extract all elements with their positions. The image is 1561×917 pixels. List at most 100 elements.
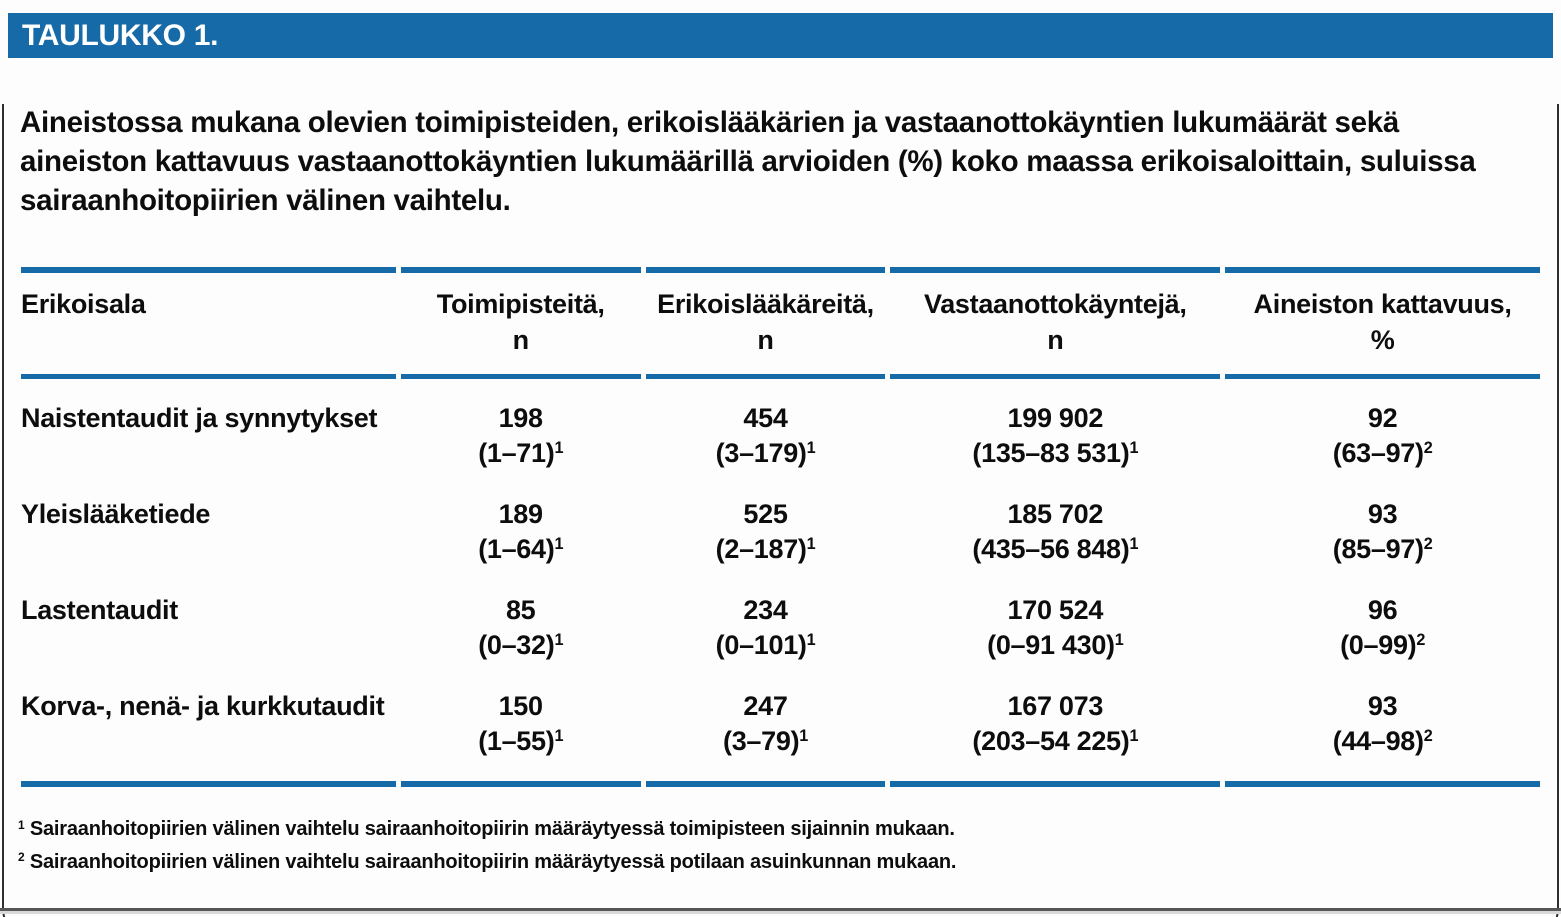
- cell-range: (435–56 848)1: [972, 533, 1139, 564]
- cell: 85 (0–32)1: [401, 571, 641, 667]
- table-row: Yleislääketiede 189 (1–64)1 525 (2–187)1…: [21, 475, 1540, 571]
- cell-range: (85–97)2: [1332, 533, 1433, 564]
- footnote-marker: 1: [806, 438, 816, 457]
- cell-value: 92: [1367, 402, 1398, 433]
- footnote-marker: 2: [18, 850, 25, 865]
- cell: 454 (3–179)1: [646, 379, 886, 475]
- row-label: Yleislääketiede: [21, 498, 211, 529]
- table-row: Naistentaudit ja synnytykset 198 (1–71)1…: [21, 379, 1540, 475]
- cell: 198 (1–71)1: [401, 379, 641, 475]
- column-label: Erikoislääkäreitä,: [657, 288, 874, 319]
- cell-value: 454: [743, 402, 788, 433]
- header-row: Erikoisala Toimipisteitä, n Erikoislääkä…: [21, 266, 1540, 379]
- footnote-marker: 1: [554, 727, 564, 746]
- cell-value: 93: [1367, 498, 1398, 529]
- column-header-aineiston-kattavuus: Aineiston kattavuus, %: [1225, 266, 1540, 379]
- table-body: Naistentaudit ja synnytykset 198 (1–71)1…: [21, 379, 1540, 788]
- cell: 93 (44–98)2: [1225, 667, 1540, 788]
- cell: 185 702 (435–56 848)1: [890, 475, 1220, 571]
- cell-value: 234: [743, 595, 788, 626]
- cell-value: 150: [498, 691, 543, 722]
- footnote-marker: 1: [799, 727, 808, 746]
- cell-range: (3–79)1: [723, 726, 808, 757]
- table-tag-label: TAULUKKO 1.: [22, 18, 219, 52]
- column-unit: n: [1047, 325, 1064, 356]
- column-header-erikoislaakareita: Erikoislääkäreitä, n: [645, 266, 886, 379]
- footnote-marker: 1: [18, 817, 25, 832]
- cell: 93 (85–97)2: [1225, 475, 1540, 571]
- cell-value: 185 702: [1007, 498, 1104, 529]
- table-caption: Aineistossa mukana olevien toimipisteide…: [20, 106, 1476, 217]
- footnote-marker: 1: [554, 535, 564, 554]
- column-header-vastaanottokaynteja: Vastaanottokäyntejä, n: [890, 266, 1221, 379]
- cell: 189 (1–64)1: [401, 475, 641, 571]
- table-tag-bar: TAULUKKO 1.: [8, 13, 1553, 58]
- column-unit: n: [757, 325, 774, 356]
- footnote-marker: 2: [1423, 727, 1433, 746]
- footnotes: 1 Sairaanhoitopiirien välinen vaihtelu s…: [18, 813, 1543, 878]
- footnote-marker: 1: [1129, 535, 1139, 554]
- cell: 150 (1–55)1: [400, 667, 641, 788]
- cell-range: (0–99)2: [1340, 630, 1426, 661]
- footnote-text: Sairaanhoitopiirien välinen vaihtelu sai…: [29, 818, 955, 841]
- cell: 234 (0–101)1: [646, 571, 886, 667]
- footnote-marker: 1: [1129, 727, 1139, 746]
- cell: 199 902 (135–83 531)1: [890, 379, 1220, 475]
- page-bottom-rule: [0, 908, 1561, 911]
- footnote-2: 2 Sairaanhoitopiirien välinen vaihtelu s…: [18, 846, 1543, 878]
- footnote-marker: 2: [1423, 535, 1433, 554]
- data-table: Erikoisala Toimipisteitä, n Erikoislääkä…: [16, 266, 1545, 788]
- footnote-marker: 1: [554, 438, 564, 457]
- cell-value: 170 524: [1007, 595, 1104, 626]
- cell-range: (2–187)1: [715, 533, 816, 564]
- page-bottom-rule-light: [0, 911, 1561, 914]
- row-label: Lastentaudit: [21, 595, 178, 626]
- footnote-text: Sairaanhoitopiirien välinen vaihtelu sai…: [29, 850, 957, 873]
- column-header-erikoisala: Erikoisala: [21, 266, 396, 379]
- cell-value: 189: [498, 498, 543, 529]
- cell-value: 167 073: [1007, 691, 1104, 722]
- column-label: Erikoisala: [21, 288, 146, 319]
- cell-value: 198: [498, 402, 543, 433]
- column-unit: %: [1370, 325, 1395, 356]
- table-header: Erikoisala Toimipisteitä, n Erikoislääkä…: [21, 266, 1540, 379]
- cell: 525 (2–187)1: [646, 475, 886, 571]
- cell-range: (3–179)1: [715, 437, 816, 468]
- column-label: Vastaanottokäyntejä,: [923, 288, 1187, 319]
- cell-range: (1–71)1: [478, 437, 564, 468]
- column-header-toimipisteita: Toimipisteitä, n: [400, 266, 641, 379]
- cell-value: 247: [743, 691, 788, 722]
- cell-value: 96: [1367, 595, 1398, 626]
- cell: 247 (3–79)1: [645, 667, 886, 788]
- cell-range: (203–54 225)1: [972, 726, 1139, 757]
- cell-range: (1–64)1: [478, 533, 564, 564]
- footnote-marker: 1: [1114, 631, 1124, 650]
- table-card: Aineistossa mukana olevien toimipisteide…: [2, 104, 1559, 917]
- cell-value: 199 902: [1007, 402, 1104, 433]
- row-label: Korva-, nenä- ja kurkkutaudit: [21, 667, 396, 788]
- cell-value: 525: [743, 498, 788, 529]
- cell: 96 (0–99)2: [1225, 571, 1540, 667]
- row-label: Naistentaudit ja synnytykset: [21, 402, 378, 433]
- footnote-marker: 2: [1416, 631, 1426, 650]
- column-label: Toimipisteitä,: [436, 288, 605, 319]
- cell-range: (63–97)2: [1332, 437, 1433, 468]
- footnote-marker: 1: [1129, 438, 1139, 457]
- cell-range: (135–83 531)1: [972, 437, 1139, 468]
- cell: 170 524 (0–91 430)1: [890, 571, 1220, 667]
- column-unit: n: [512, 325, 530, 356]
- footnote-marker: 2: [1423, 438, 1433, 457]
- cell: 92 (63–97)2: [1225, 379, 1540, 475]
- cell-range: (1–55)1: [478, 726, 564, 757]
- cell-range: (44–98)2: [1332, 726, 1433, 757]
- column-label: Aineiston kattavuus,: [1253, 288, 1512, 319]
- cell-value: 93: [1367, 691, 1398, 722]
- table-row: Korva-, nenä- ja kurkkutaudit 150 (1–55)…: [21, 667, 1540, 788]
- cell-range: (0–101)1: [715, 630, 816, 661]
- cell-range: (0–32)1: [478, 630, 564, 661]
- cell-value: 85: [505, 595, 536, 626]
- table-row: Lastentaudit 85 (0–32)1 234 (0–101)1 170…: [21, 571, 1540, 667]
- cell: 167 073 (203–54 225)1: [890, 667, 1221, 788]
- footnote-marker: 1: [806, 535, 816, 554]
